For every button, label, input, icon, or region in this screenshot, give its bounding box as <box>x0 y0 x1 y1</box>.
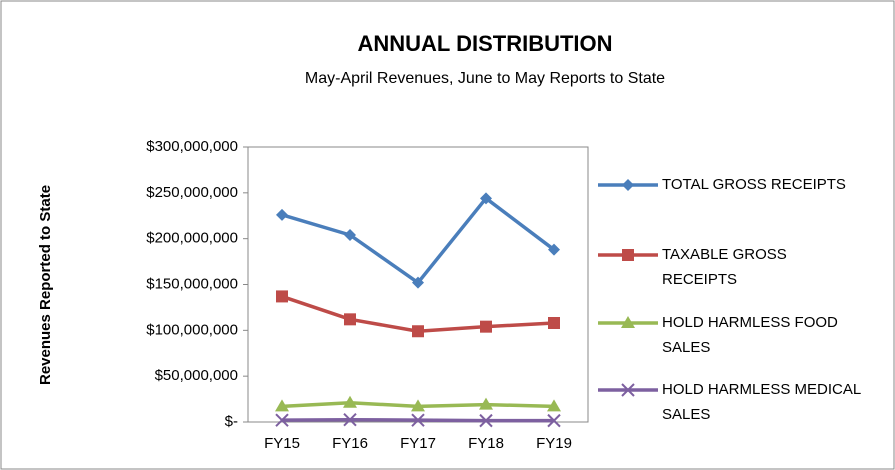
x-tick-label: FY17 <box>400 435 436 452</box>
marker <box>479 413 493 428</box>
chart-subtitle: May-April Revenues, June to May Reports … <box>305 70 665 87</box>
marker <box>547 399 561 412</box>
y-tick-label: $100,000,000 <box>146 321 238 338</box>
y-tick-label: $200,000,000 <box>146 230 238 247</box>
marker <box>275 399 289 412</box>
marker <box>621 316 635 328</box>
legend-label: HOLD HARMLESS FOOD SALES <box>662 314 838 356</box>
legend-label: TAXABLE GROSS RECEIPTS <box>662 246 787 288</box>
y-axis-label: Revenues Reported to State <box>37 185 54 385</box>
y-tick-label: $250,000,000 <box>146 184 238 201</box>
marker <box>411 399 425 412</box>
marker <box>621 383 635 397</box>
marker <box>343 395 357 408</box>
marker <box>548 317 560 329</box>
y-tick-label: $150,000,000 <box>146 275 238 292</box>
marker <box>276 290 288 303</box>
x-tick-label: FY18 <box>468 435 504 452</box>
y-tick-label: $300,000,000 <box>146 138 238 155</box>
marker <box>412 276 424 289</box>
y-tick-label: $50,000,000 <box>155 367 238 384</box>
marker <box>547 413 561 428</box>
marker <box>275 413 289 427</box>
marker <box>344 313 356 326</box>
marker <box>622 179 634 191</box>
marker <box>479 397 493 410</box>
marker <box>622 249 634 261</box>
marker <box>344 229 356 241</box>
x-tick-label: FY15 <box>264 435 300 452</box>
marker <box>411 413 425 427</box>
marker <box>343 413 357 427</box>
y-tick-label: $- <box>225 413 238 430</box>
legend-label: TOTAL GROSS RECEIPTS <box>662 176 846 193</box>
marker <box>480 320 492 333</box>
marker <box>412 325 424 338</box>
marker <box>480 192 492 205</box>
marker <box>548 243 560 256</box>
x-tick-label: FY19 <box>536 435 572 452</box>
marker <box>276 208 288 221</box>
chart-title: ANNUAL DISTRIBUTION <box>357 31 612 56</box>
x-tick-label: FY16 <box>332 435 368 452</box>
legend-label: HOLD HARMLESS MEDICAL SALES <box>662 381 861 423</box>
